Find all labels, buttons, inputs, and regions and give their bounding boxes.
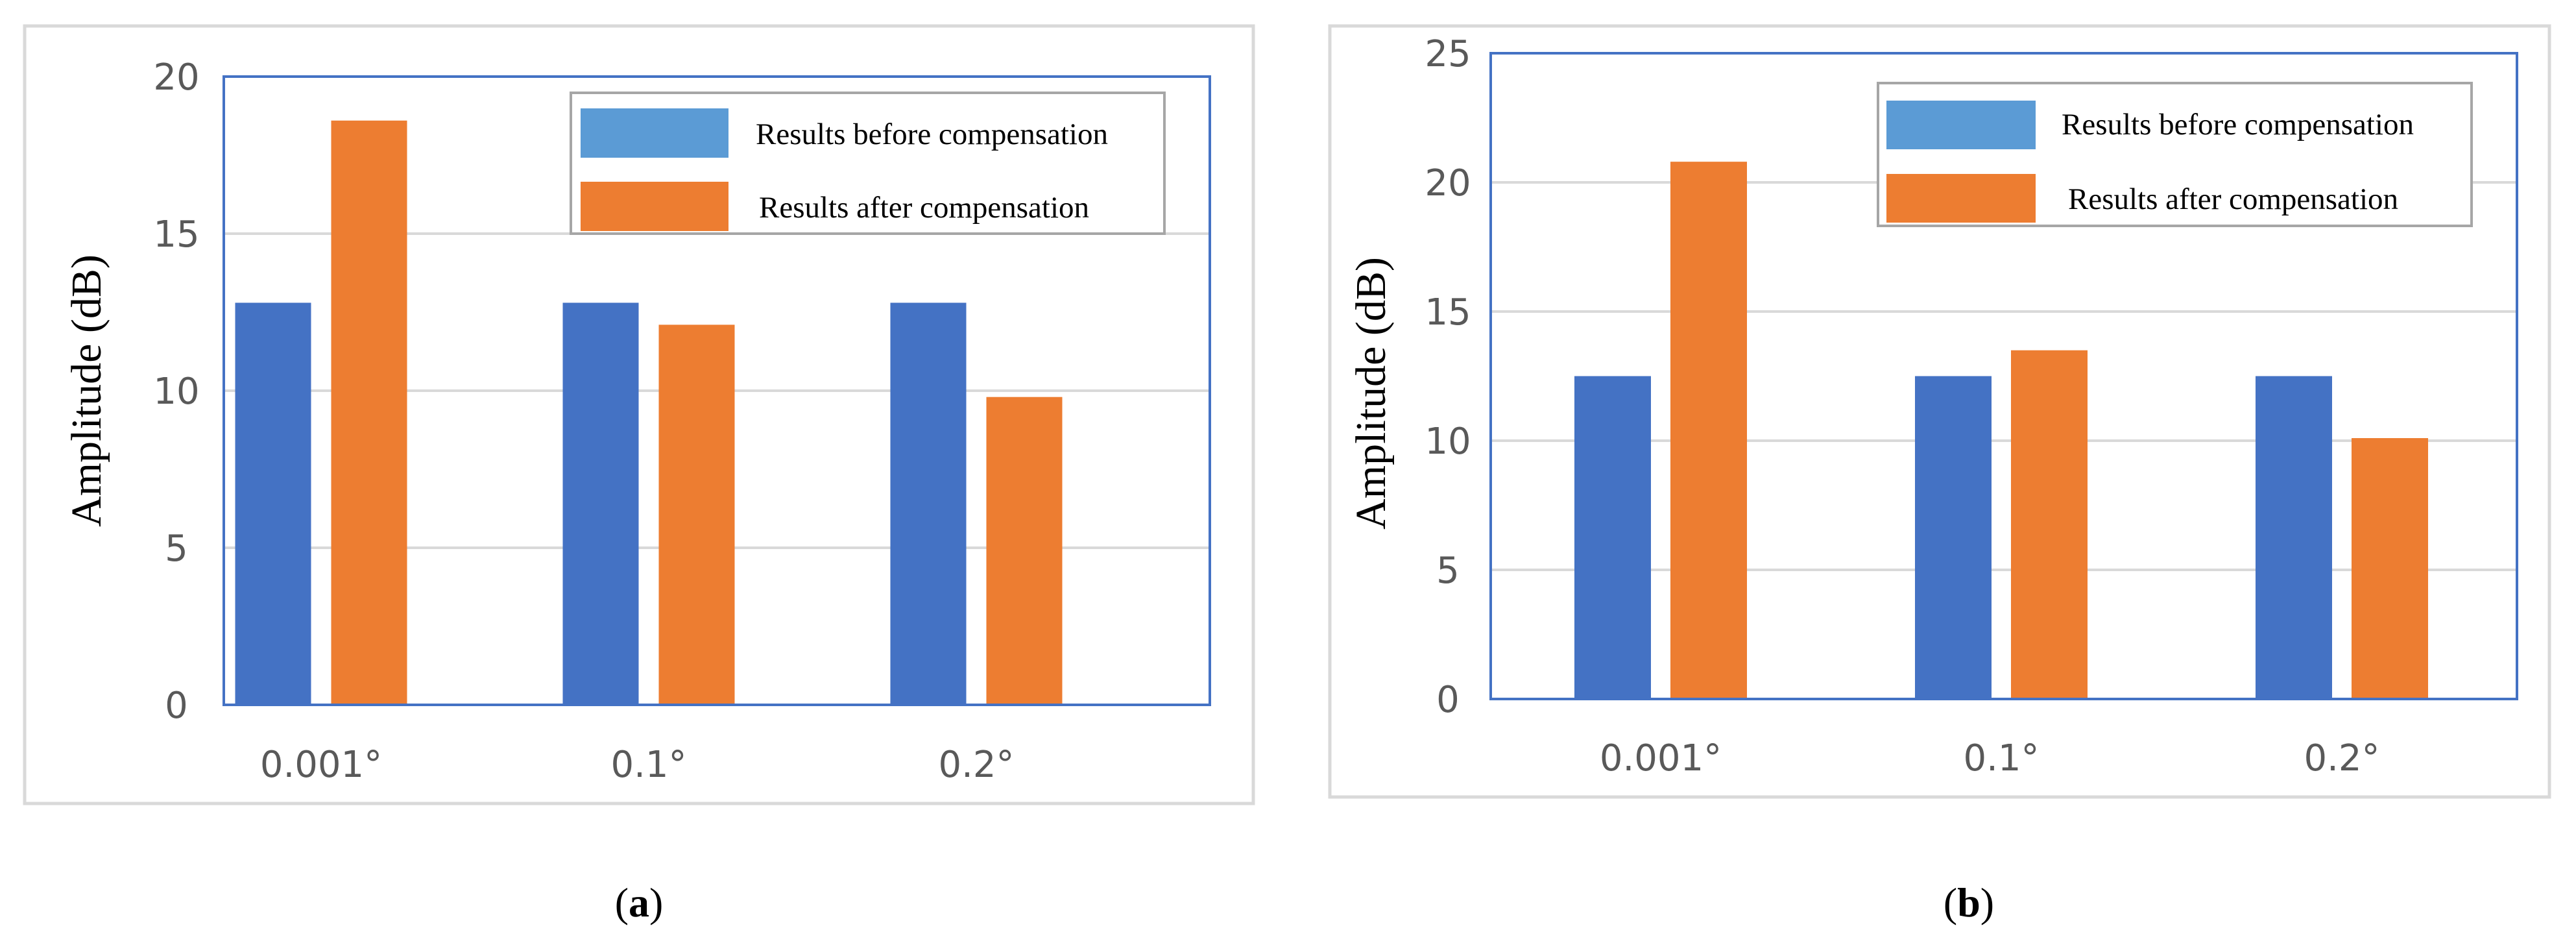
chart-b-panel-letter: b	[1957, 879, 1980, 926]
chart-a-bar-before-1	[562, 302, 639, 705]
chart-panel-a: 0 5 10 15 20 0.001° 0.1° 0.2° Amplitude (dB) R…	[23, 24, 1255, 926]
chart-b-bars	[1574, 162, 2428, 699]
chart-b-y-tick-20: 20	[1425, 162, 1471, 204]
chart-b-bar-after-0	[1670, 162, 1747, 699]
chart-b-legend-label-before: Results before compensation	[2062, 108, 2414, 141]
chart-a-panel-label: (a)	[615, 879, 664, 926]
chart-a-legend: Results before compensation Results afte…	[570, 92, 1166, 235]
chart-panel-b: 0 5 10 15 20 25 0.001° 0.1° 0.2° Amplitude (dB)…	[1328, 24, 2551, 926]
chart-a-panel-letter: a	[629, 879, 649, 926]
chart-a-bar-after-2	[986, 397, 1063, 705]
chart-b-x-tick-0: 0.001°	[1600, 737, 1722, 779]
chart-b-y-tick-5: 5	[1436, 550, 1460, 592]
chart-a-legend-label-after: Results after compensation	[759, 191, 1089, 225]
chart-b-x-tick-labels: 0.001° 0.1° 0.2°	[1600, 737, 2380, 779]
chart-b-legend: Results before compensation Results afte…	[1877, 82, 2473, 227]
chart-b-bar-before-2	[2256, 376, 2332, 699]
chart-a-bar-after-1	[658, 325, 735, 705]
chart-a-x-tick-2: 0.2°	[938, 744, 1014, 786]
chart-b-bar-before-1	[1915, 376, 1992, 699]
chart-a-y-tick-15: 15	[153, 214, 199, 256]
chart-a-y-tick-5: 5	[165, 528, 188, 570]
chart-b-y-axis-label: Amplitude (dB)	[1347, 257, 1395, 530]
chart-b-panel-label: (b)	[1944, 879, 1994, 926]
chart-a-y-tick-10: 10	[153, 371, 199, 413]
chart-b-y-tick-0: 0	[1436, 679, 1460, 721]
chart-b-bar-after-2	[2352, 438, 2428, 699]
chart-b-plot-frame	[1489, 52, 2518, 700]
chart-a-legend-label-before: Results before compensation	[756, 117, 1108, 151]
chart-a-plot-frame	[223, 75, 1211, 706]
chart-b-legend-swatch-before	[1886, 101, 2036, 149]
chart-b-y-tick-10: 10	[1425, 421, 1471, 463]
chart-a-y-tick-0: 0	[165, 685, 188, 727]
chart-a-bar-before-2	[890, 302, 967, 705]
chart-a-legend-swatch-after	[581, 182, 728, 231]
chart-a-bars	[235, 120, 1063, 705]
chart-a-legend-swatch-before	[581, 108, 728, 158]
chart-a-y-tick-20: 20	[153, 56, 199, 99]
chart-a-y-axis-label: Amplitude (dB)	[63, 254, 110, 527]
chart-a-y-tick-labels: 0 5 10 15 20	[153, 56, 199, 727]
chart-b-bar-after-1	[2011, 350, 2088, 699]
chart-a-bar-after-0	[331, 120, 407, 705]
chart-b-x-tick-1: 0.1°	[1963, 737, 2039, 779]
chart-b-bar-before-0	[1574, 376, 1651, 699]
chart-a-x-tick-1: 0.1°	[610, 744, 686, 786]
chart-b-x-tick-2: 0.2°	[2304, 737, 2379, 779]
chart-b-legend-label-after: Results after compensation	[2068, 182, 2398, 216]
chart-b-y-tick-25: 25	[1425, 33, 1471, 75]
chart-a-x-tick-labels: 0.001° 0.1° 0.2°	[260, 744, 1015, 786]
chart-a-bar-before-0	[235, 302, 311, 705]
chart-b-y-tick-labels: 0 5 10 15 20 25	[1425, 33, 1471, 721]
chart-b-y-tick-15: 15	[1425, 291, 1471, 334]
chart-b-legend-swatch-after	[1886, 174, 2036, 223]
chart-a-x-tick-0: 0.001°	[260, 744, 382, 786]
